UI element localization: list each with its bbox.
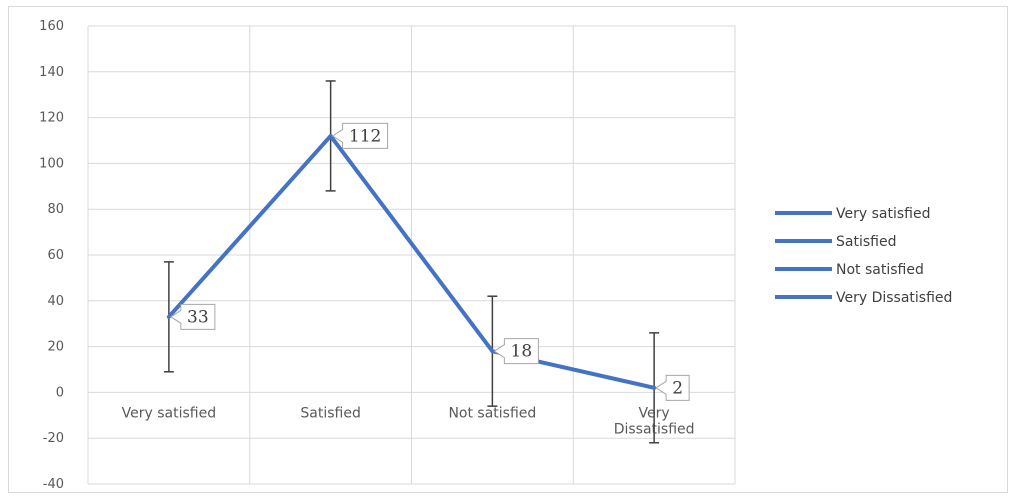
y-tick-label: 40 bbox=[47, 294, 64, 309]
data-label-box bbox=[493, 338, 539, 365]
data-label-callout: 112 bbox=[331, 122, 389, 149]
data-label-callout: 2 bbox=[655, 374, 690, 401]
legend: Very satisfied Satisfied Not satisfied Very… bbox=[775, 206, 952, 306]
y-tick-label: 120 bbox=[39, 111, 64, 126]
gridlines bbox=[87, 25, 736, 485]
category-label-line: Not satisfied bbox=[448, 405, 536, 421]
legend-entry: Not satisfied bbox=[836, 262, 924, 278]
y-tick-label: 20 bbox=[47, 340, 64, 355]
y-tick-label: 160 bbox=[39, 19, 64, 34]
x-category-label: Satisfied bbox=[300, 405, 360, 421]
y-tick-label: -40 bbox=[43, 477, 64, 492]
data-label: 18 bbox=[511, 342, 533, 362]
y-axis-ticks: -40 -20 0 20 40 60 80 100 120 140 160 bbox=[39, 19, 64, 492]
y-tick-label: 80 bbox=[47, 202, 64, 217]
legend-entry: Very Dissatisfied bbox=[836, 290, 952, 306]
category-label-line: Very satisfied bbox=[122, 405, 216, 421]
data-label-callout: 18 bbox=[493, 338, 539, 365]
x-category-label: Very satisfied bbox=[122, 405, 216, 421]
chart-frame bbox=[8, 6, 1008, 493]
data-label: 112 bbox=[349, 126, 381, 146]
data-label-callout: 33 bbox=[169, 303, 216, 330]
series-line bbox=[166, 133, 657, 390]
data-label-box bbox=[169, 303, 216, 330]
y-tick-label: 0 bbox=[56, 385, 64, 400]
y-tick-label: 100 bbox=[39, 156, 64, 171]
data-label-box bbox=[655, 374, 690, 401]
x-category-label: Not satisfied bbox=[448, 405, 536, 421]
y-tick-label: 60 bbox=[47, 248, 64, 263]
series-line-path bbox=[166, 133, 657, 390]
x-axis-categories: Very satisfied Satisfied Not satisfied Very… bbox=[122, 405, 695, 437]
legend-entry: Very satisfied bbox=[836, 206, 930, 222]
y-tick-label: -20 bbox=[43, 431, 64, 446]
data-label: 2 bbox=[672, 378, 683, 398]
y-tick-label: 140 bbox=[39, 65, 64, 80]
legend-entry: Satisfied bbox=[836, 234, 896, 250]
category-label-line: Satisfied bbox=[300, 405, 360, 421]
data-label: 33 bbox=[187, 307, 209, 327]
data-label-box bbox=[331, 122, 389, 149]
data-labels: 33 112 18 2 bbox=[169, 122, 690, 401]
